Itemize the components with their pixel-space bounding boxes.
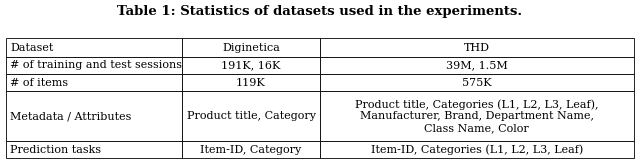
Bar: [6, 141, 182, 158]
Bar: [320, 91, 634, 141]
Bar: [6, 91, 182, 141]
Bar: [182, 141, 320, 158]
Text: Metadata / Attributes: Metadata / Attributes: [10, 111, 132, 121]
Bar: [320, 141, 634, 158]
Text: 191K, 16K: 191K, 16K: [221, 60, 281, 70]
Bar: [182, 57, 320, 74]
Text: THD: THD: [464, 43, 490, 53]
Text: Prediction tasks: Prediction tasks: [10, 145, 101, 155]
Text: Product title, Categories (L1, L2, L3, Leaf),
Manufacturer, Brand, Department Na: Product title, Categories (L1, L2, L3, L…: [355, 99, 598, 133]
Bar: [182, 91, 320, 141]
Text: Item-ID, Categories (L1, L2, L3, Leaf): Item-ID, Categories (L1, L2, L3, Leaf): [371, 144, 583, 155]
Text: Dataset: Dataset: [10, 43, 54, 53]
Bar: [182, 74, 320, 91]
Bar: [6, 74, 182, 91]
Text: Diginetica: Diginetica: [222, 43, 280, 53]
Text: 39M, 1.5M: 39M, 1.5M: [446, 60, 508, 70]
Text: # of training and test sessions: # of training and test sessions: [10, 60, 182, 70]
Bar: [182, 38, 320, 57]
Text: Table 1: Statistics of datasets used in the experiments.: Table 1: Statistics of datasets used in …: [117, 5, 523, 18]
Text: Item-ID, Category: Item-ID, Category: [200, 145, 301, 155]
Bar: [6, 57, 182, 74]
Bar: [6, 38, 182, 57]
Text: Product title, Category: Product title, Category: [186, 111, 316, 121]
Text: 575K: 575K: [462, 78, 492, 88]
Bar: [320, 74, 634, 91]
Text: # of items: # of items: [10, 78, 68, 88]
Text: 119K: 119K: [236, 78, 266, 88]
Bar: [320, 57, 634, 74]
Bar: [320, 38, 634, 57]
